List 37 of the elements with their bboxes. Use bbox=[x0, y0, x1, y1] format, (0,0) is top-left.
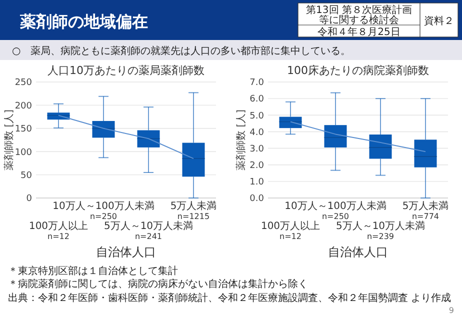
y-tick-label: 6.0 bbox=[250, 94, 264, 105]
text: ○ 薬局、病院ともに薬剤師の就業先は人口の多い都市部に集中している。 bbox=[12, 45, 351, 57]
y-tick-label: 5.0 bbox=[250, 111, 264, 122]
x-tick-label: 5万人～10万人未満 n=241 bbox=[104, 220, 194, 241]
y-axis-title: 薬剤師数 [人] bbox=[235, 109, 247, 170]
chart-title: 人口10万あたりの薬局薬剤師数 bbox=[48, 64, 204, 77]
y-tick-label: 1.0 bbox=[250, 178, 264, 188]
source-note: 出典：令和２年医師・歯科医師・薬剤師統計、令和２年医療施設調査、令和２年国勢調査 より作成 bbox=[8, 292, 452, 304]
y-tick-label: 50 bbox=[20, 170, 32, 181]
x-axis-title: 自治体人口 bbox=[96, 245, 156, 259]
x-tick-label: 10万人～100万人未満 n=250 bbox=[52, 200, 154, 221]
x-tick-label: 100万人以上 n=12 bbox=[260, 220, 320, 241]
y-tick-label: 150 bbox=[14, 124, 32, 135]
x-axis-title: 自治体人口 bbox=[328, 245, 388, 259]
text: 第13回 第８次医療計画等に関する検討会 bbox=[306, 4, 412, 26]
y-tick-label: 200 bbox=[14, 101, 32, 112]
x-tick-label: 5万人～10万人未満 n=239 bbox=[336, 220, 426, 241]
y-tick-label: 2.0 bbox=[250, 161, 264, 172]
text: 9 bbox=[448, 306, 454, 315]
text: 令和４年８月25日 bbox=[318, 26, 400, 38]
text: 資料２ bbox=[424, 15, 454, 27]
y-tick-label: 4.0 bbox=[250, 128, 264, 138]
y-axis-title: 薬剤師数 [人] bbox=[3, 109, 15, 170]
x-tick-label: 5万人未満 n=774 bbox=[402, 200, 449, 221]
text: 薬剤師の地域偏在 bbox=[19, 12, 148, 31]
x-tick-label: 5万人未満 n=1215 bbox=[170, 200, 217, 221]
x-tick-label: 10万人～100万人未満 n=250 bbox=[284, 200, 386, 221]
chart-title: 100床あたりの病院薬剤師数 bbox=[287, 64, 429, 77]
text: ＊東京特別区部は１自治体として集計 bbox=[8, 265, 178, 277]
y-tick-label: 250 bbox=[14, 78, 32, 88]
y-tick-label: 100 bbox=[14, 148, 32, 158]
y-tick-label: 0.0 bbox=[250, 194, 264, 204]
y-tick-label: 0 bbox=[26, 194, 32, 204]
text: ＊病院薬剤師に関しては、病院の病床がない自治体は集計から除く bbox=[8, 278, 308, 290]
x-tick-label: 100万人以上 n=12 bbox=[28, 220, 88, 241]
y-tick-label: 3.0 bbox=[250, 144, 264, 154]
y-tick-label: 7.0 bbox=[250, 78, 264, 88]
